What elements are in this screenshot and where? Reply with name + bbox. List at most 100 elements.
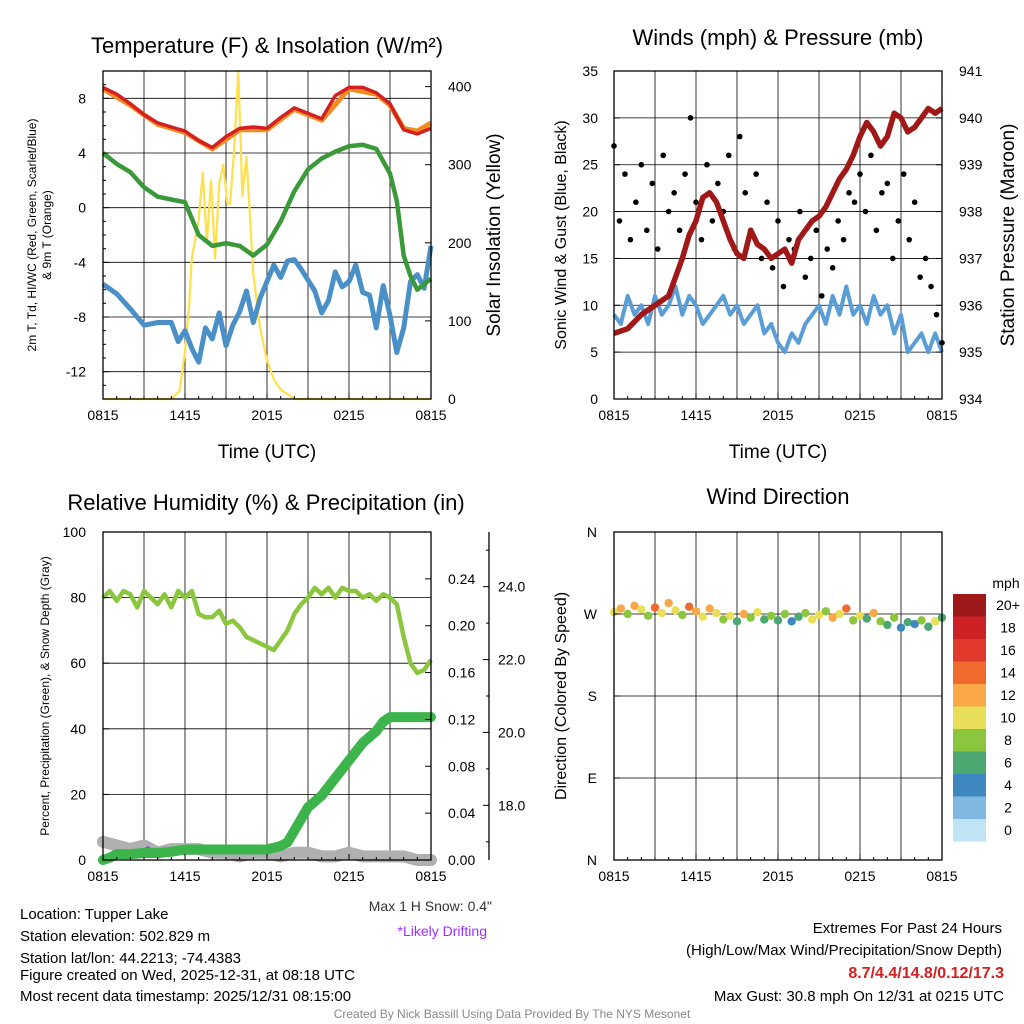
temperature-xlabel: Time (UTC) — [218, 442, 317, 463]
colorbar-label: 10 — [1000, 710, 1016, 726]
gust-point — [818, 293, 825, 299]
colorbar-label: 2 — [1004, 800, 1012, 816]
gust-point — [775, 218, 781, 224]
y-tick-label: 5 — [590, 344, 598, 360]
x-tick-label: 0215 — [333, 407, 364, 423]
humidity-title: Relative Humidity (%) & Precipitation (i… — [67, 490, 464, 515]
y-tick-label: 20 — [582, 204, 598, 220]
insolation-series-line — [103, 69, 431, 401]
gust-point — [698, 236, 705, 243]
y-right-tick-label: 0.12 — [448, 711, 475, 727]
gust-point — [633, 199, 639, 205]
gust-point — [736, 133, 743, 140]
y-right-tick-label: 200 — [448, 235, 472, 251]
y-right-tick-label: 0.00 — [448, 852, 475, 868]
gust-point — [726, 152, 732, 159]
direction-point — [643, 611, 653, 621]
colorbar-label: 4 — [1004, 777, 1012, 793]
gust-point — [802, 274, 809, 280]
y-tick-label: N — [587, 524, 597, 540]
footer-credit: Created By Nick Bassill Using Data Provi… — [333, 1007, 691, 1021]
colorbar-title: mph — [992, 575, 1019, 591]
y-tick-label: 0 — [590, 391, 598, 407]
direction-point — [678, 610, 687, 620]
gust-point — [654, 246, 661, 252]
x-tick-label: 0815 — [415, 868, 446, 884]
colorbar-swatch — [953, 751, 986, 774]
gust-point — [857, 171, 863, 177]
wind-direction-title: Wind Direction — [706, 484, 849, 509]
snow-tick-label: 24.0 — [498, 579, 525, 595]
gust-point — [851, 199, 858, 205]
direction-point — [794, 612, 803, 621]
direction-point — [801, 608, 810, 618]
y-right-tick-label: 0.24 — [448, 571, 475, 587]
direction-point — [664, 598, 673, 608]
gust-point — [742, 190, 748, 196]
direction-point — [924, 622, 933, 631]
y-tick-label: 8 — [78, 90, 86, 106]
gust-point — [649, 180, 656, 187]
colorbar-swatch — [953, 616, 986, 639]
gust-point — [704, 161, 710, 168]
direction-point — [787, 617, 796, 626]
x-tick-label: 2015 — [762, 868, 793, 884]
direction-point — [862, 614, 872, 623]
y-tick-label: N — [587, 852, 597, 868]
gust-point — [758, 255, 765, 262]
gust-point — [862, 208, 869, 215]
rh-series-line — [101, 585, 433, 676]
direction-point — [630, 601, 639, 610]
direction-point — [903, 618, 913, 627]
direction-point — [698, 612, 708, 621]
x-tick-label: 0815 — [598, 407, 629, 423]
direction-point — [766, 611, 776, 621]
y-tick-label: 20 — [70, 786, 86, 802]
direction-point — [616, 604, 626, 613]
y-right-tick-label: 939 — [959, 157, 983, 173]
gust-point — [808, 255, 814, 262]
wind-direction-ylabel: Direction (Colored By Speed) — [553, 592, 570, 800]
gust-point — [671, 190, 677, 196]
gust-point — [873, 227, 880, 234]
direction-point — [876, 617, 885, 626]
y-right-tick-label: 0.08 — [448, 758, 475, 774]
gust-point — [769, 265, 776, 271]
direction-point — [869, 608, 878, 618]
direction-point — [691, 607, 701, 616]
winds-title: Winds (mph) & Pressure (mb) — [633, 25, 924, 50]
gust-point — [687, 115, 694, 121]
y-tick-label: 100 — [63, 524, 87, 540]
direction-point — [657, 608, 667, 618]
gust-point — [846, 190, 852, 196]
gust-point — [917, 274, 923, 280]
y-right-tick-label: 400 — [448, 79, 472, 95]
colorbar-swatch — [953, 819, 986, 842]
dewpoint-series-line — [101, 142, 433, 292]
colorbar-label: 16 — [1000, 642, 1016, 658]
gust-point — [682, 171, 688, 177]
direction-point — [889, 613, 899, 622]
direction-point — [623, 609, 632, 619]
snow-tick-label: 22.0 — [498, 652, 525, 668]
gust-point — [922, 255, 929, 262]
gust-point — [665, 208, 672, 215]
gust-point — [753, 171, 759, 177]
y-right-tick-label: 0.20 — [448, 618, 475, 634]
temperature-ylabel: 2m T, Td, HI/WC (Red, Green, Scarlet/Blu… — [25, 119, 39, 352]
gust-point — [890, 255, 896, 262]
y-right-tick-label: 0.16 — [448, 665, 475, 681]
precip-series-line — [98, 712, 436, 865]
x-tick-label: 0215 — [844, 868, 875, 884]
winds-ylabel: Sonic Wind & Gust (Blue, Black) — [553, 120, 570, 349]
gust-point — [824, 246, 830, 252]
y-right-tick-label: 935 — [959, 344, 983, 360]
direction-point — [910, 619, 919, 629]
direction-point — [684, 602, 694, 611]
gust-point — [780, 283, 787, 290]
y-right-tick-label: 940 — [959, 110, 983, 126]
y-tick-label: 60 — [70, 655, 86, 671]
winds-ylabel-right: Station Pressure (Maroon) — [998, 124, 1019, 347]
humidity-ylabel: Percent, Precipitation (Green), & Snow D… — [38, 556, 52, 835]
y-tick-label: 30 — [582, 110, 598, 126]
